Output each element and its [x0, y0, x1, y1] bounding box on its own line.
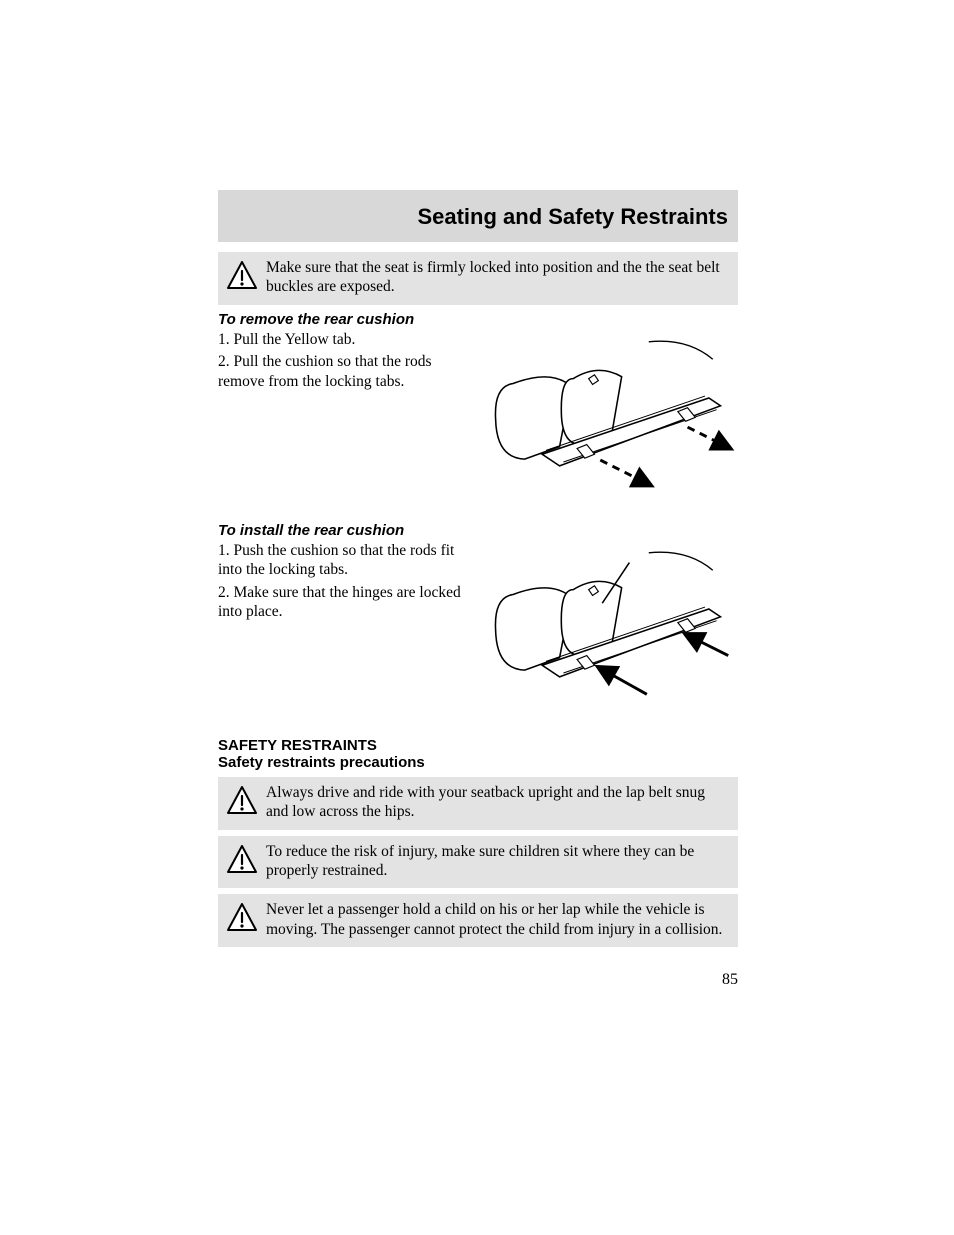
illustration-remove — [484, 330, 736, 500]
warning-icon — [226, 902, 258, 932]
warning-icon — [226, 844, 258, 874]
warning-icon — [226, 785, 258, 815]
illustration-install — [484, 541, 736, 711]
warning-seatback: Always drive and ride with your seatback… — [218, 777, 738, 830]
warning-text: Always drive and ride with your seatback… — [226, 783, 730, 822]
remove-step-2: 2. Pull the cushion so that the rods rem… — [218, 352, 468, 391]
heading-install: To install the rear cushion — [218, 522, 738, 539]
page-title: Seating and Safety Restraints — [417, 204, 728, 229]
page-title-bar: Seating and Safety Restraints — [218, 190, 738, 242]
page-number: 85 — [722, 971, 738, 989]
heading-safety: SAFETY RESTRAINTS — [218, 737, 738, 754]
install-step-1: 1. Push the cushion so that the rods fit… — [218, 541, 468, 580]
install-row: 1. Push the cushion so that the rods fit… — [218, 541, 738, 711]
warning-children: To reduce the risk of injury, make sure … — [218, 836, 738, 889]
warning-text: Never let a passenger hold a child on hi… — [226, 900, 730, 939]
warning-child-on-lap: Never let a passenger hold a child on hi… — [218, 894, 738, 947]
warning-text: To reduce the risk of injury, make sure … — [226, 842, 730, 881]
warning-text: Make sure that the seat is firmly locked… — [226, 258, 730, 297]
remove-step-1: 1. Pull the Yellow tab. — [218, 330, 468, 349]
heading-remove: To remove the rear cushion — [218, 311, 738, 328]
remove-row: 1. Pull the Yellow tab. 2. Pull the cush… — [218, 330, 738, 500]
warning-seat-locked: Make sure that the seat is firmly locked… — [218, 252, 738, 305]
warning-icon — [226, 260, 258, 290]
heading-safety-sub: Safety restraints precautions — [218, 754, 738, 771]
install-step-2: 2. Make sure that the hinges are locked … — [218, 583, 468, 622]
